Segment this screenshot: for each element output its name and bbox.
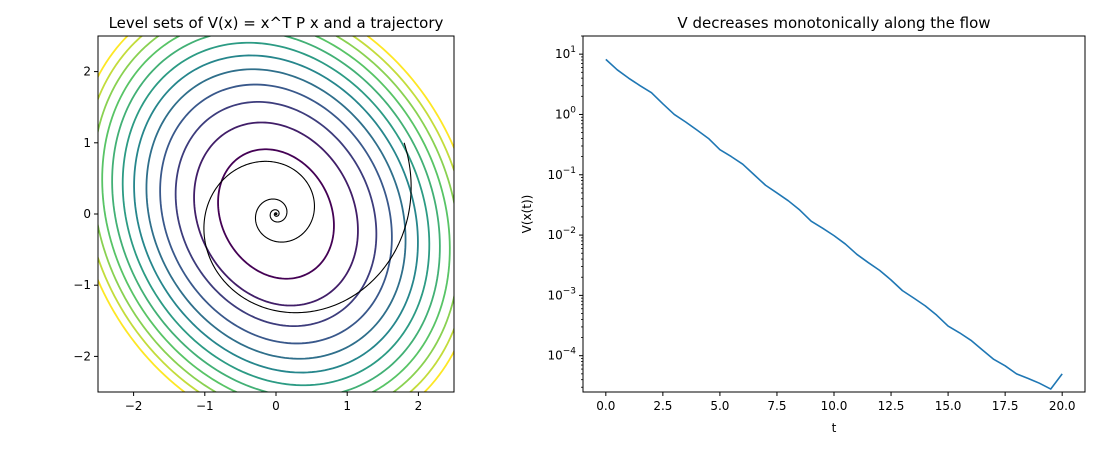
line-x-label: t [832,421,837,435]
contour-y-tick-label: 1 [83,136,91,150]
line-y-label: V(x(t)) [520,195,534,234]
contour-x-tick-label: 0 [272,399,280,413]
contour-x-ticks: −2 −1 0 1 2 [125,392,422,413]
contour-level-9 [101,36,451,392]
contour-level-5 [145,68,407,360]
line-x-tick-label: 5.0 [710,399,729,413]
line-y-tick-label: 10−1 [547,166,576,182]
contour-level-2 [193,121,359,307]
line-x-tick-label: 2.5 [653,399,672,413]
contour-x-tick-label: −1 [196,399,214,413]
line-y-tick-label: 101 [555,45,576,61]
contour-y-tick-label: −1 [73,278,91,292]
contour-y-tick-label: 0 [83,207,91,221]
line-title: V decreases monotonically along the flow [677,14,990,32]
line-y-ticks: 10−4 10−3 10−2 10−1 100 101 [547,35,583,388]
contour-lines [98,36,454,392]
contour-x-tick-label: 1 [343,399,351,413]
line-x-tick-label: 17.5 [992,399,1019,413]
line-y-tick-label: 10−4 [547,347,576,363]
contour-title: Level sets of V(x) = x^T P x and a traje… [109,14,444,32]
contour-level-6 [133,54,419,374]
contour-y-tick-label: −2 [73,349,91,363]
contour-y-tick-label: 2 [83,65,91,79]
line-x-ticks: 0.0 2.5 5.0 7.5 10.0 12.5 15.0 17.5 20.0 [596,392,1076,413]
line-panel: V decreases monotonically along the flow… [520,14,1086,435]
line-x-tick-label: 7.5 [767,399,786,413]
line-y-tick-label: 10−3 [547,286,576,302]
contour-level-1 [217,148,335,280]
line-x-tick-label: 20.0 [1049,399,1076,413]
contour-level-11 [98,36,454,392]
contour-level-8 [111,36,441,392]
series-line-1 [605,58,1063,390]
contour-x-tick-label: −2 [125,399,143,413]
contour-level-3 [174,101,378,327]
contour-level-10 [98,36,454,392]
trajectory-line [203,142,412,314]
line-axes-frame [582,35,1086,393]
contour-level-7 [121,41,431,387]
line-x-tick-label: 12.5 [878,399,905,413]
line-x-tick-label: 15.0 [935,399,962,413]
line-y-tick-label: 10−2 [547,226,576,242]
contour-panel: Level sets of V(x) = x^T P x and a traje… [73,14,455,413]
line-y-tick-label: 100 [555,105,576,121]
contour-level-4 [159,83,393,345]
trajectory-group [203,142,412,314]
contour-level-12 [98,36,454,392]
line-series-group [605,58,1063,390]
contour-y-ticks: −2 −1 0 1 2 [73,65,98,363]
line-x-tick-label: 10.0 [821,399,848,413]
contour-x-tick-label: 2 [415,399,423,413]
line-x-tick-label: 0.0 [596,399,615,413]
